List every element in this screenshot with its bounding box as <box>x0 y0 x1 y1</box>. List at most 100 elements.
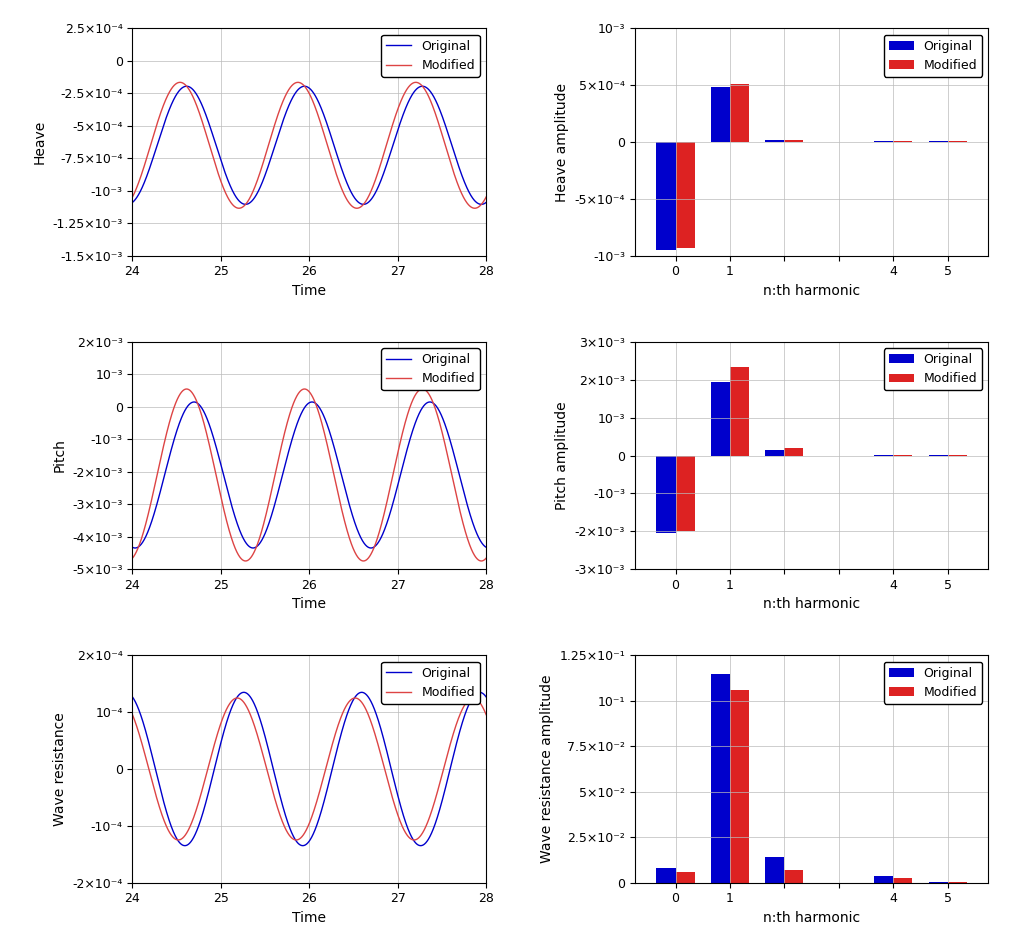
Original <box>480 542 492 553</box>
Legend: Original, Modified: Original, Modified <box>381 35 480 77</box>
Original <box>277 466 289 477</box>
Modified <box>277 818 289 829</box>
Original <box>187 84 200 96</box>
Original <box>126 691 139 702</box>
Bar <box>785 870 803 883</box>
Bar <box>785 140 803 142</box>
Original <box>167 96 179 107</box>
Bar <box>765 857 785 883</box>
Modified <box>174 77 186 88</box>
Bar <box>676 456 695 531</box>
Original <box>167 438 179 450</box>
Bar <box>676 872 695 883</box>
Original <box>187 831 200 843</box>
Modified <box>290 834 303 846</box>
Y-axis label: Heave: Heave <box>33 120 47 164</box>
Modified <box>262 500 274 512</box>
Modified <box>416 383 428 395</box>
Original <box>474 687 486 698</box>
Original <box>277 114 289 125</box>
Original <box>262 160 274 172</box>
X-axis label: Time: Time <box>292 284 326 298</box>
Bar <box>711 674 730 883</box>
Y-axis label: Pitch amplitude: Pitch amplitude <box>555 401 569 510</box>
Modified <box>167 82 179 93</box>
Bar <box>730 366 749 456</box>
Bar <box>894 878 912 883</box>
Line: Modified: Modified <box>132 698 486 840</box>
Modified <box>126 552 139 564</box>
Modified <box>233 202 246 214</box>
Line: Original: Original <box>132 86 486 204</box>
Modified <box>480 192 492 203</box>
Bar <box>656 868 676 883</box>
Line: Original: Original <box>132 402 486 548</box>
Y-axis label: Wave resistance amplitude: Wave resistance amplitude <box>540 675 553 864</box>
Original <box>306 397 318 408</box>
Modified <box>435 423 447 435</box>
Modified <box>480 552 492 564</box>
Modified <box>187 93 200 104</box>
Modified <box>475 555 487 567</box>
Bar <box>765 450 785 456</box>
Bar <box>730 84 749 142</box>
Modified <box>262 140 274 151</box>
Modified <box>277 432 289 443</box>
Original <box>126 542 139 553</box>
Original <box>435 108 447 120</box>
Modified <box>262 769 274 780</box>
Line: Modified: Modified <box>132 83 486 208</box>
Modified <box>187 390 200 401</box>
Y-axis label: Wave resistance: Wave resistance <box>53 712 67 826</box>
X-axis label: Time: Time <box>292 597 326 611</box>
Modified <box>167 831 179 843</box>
Line: Original: Original <box>132 693 486 846</box>
Legend: Original, Modified: Original, Modified <box>883 348 982 390</box>
Original <box>480 196 492 208</box>
Modified <box>350 693 362 704</box>
Modified <box>167 405 179 417</box>
X-axis label: Time: Time <box>292 911 326 925</box>
Original <box>480 691 492 702</box>
Bar <box>730 690 749 883</box>
Modified <box>474 697 486 708</box>
Y-axis label: Heave amplitude: Heave amplitude <box>555 83 569 201</box>
Bar <box>656 142 676 250</box>
Bar <box>785 448 803 456</box>
Original <box>365 542 377 553</box>
Original <box>474 533 486 545</box>
Legend: Original, Modified: Original, Modified <box>381 661 480 704</box>
Modified <box>126 192 139 203</box>
Line: Modified: Modified <box>132 389 486 561</box>
Bar <box>711 381 730 456</box>
Modified <box>277 94 289 105</box>
Original <box>416 81 428 92</box>
Original <box>237 687 250 698</box>
Bar <box>874 876 894 883</box>
Modified <box>435 126 447 138</box>
Original <box>277 804 289 815</box>
Original <box>435 410 447 421</box>
Bar <box>711 87 730 142</box>
Modified <box>187 811 200 823</box>
Modified <box>473 555 485 567</box>
Bar <box>765 140 785 142</box>
Original <box>167 825 179 836</box>
X-axis label: n:th harmonic: n:th harmonic <box>763 911 860 925</box>
Legend: Original, Modified: Original, Modified <box>883 35 982 77</box>
Bar <box>656 456 676 533</box>
Original <box>178 840 191 851</box>
Y-axis label: Pitch: Pitch <box>53 438 66 473</box>
X-axis label: n:th harmonic: n:th harmonic <box>763 284 860 298</box>
Original <box>126 196 139 208</box>
Legend: Original, Modified: Original, Modified <box>883 661 982 704</box>
Modified <box>474 200 486 212</box>
Bar <box>676 142 695 248</box>
Modified <box>480 709 492 720</box>
Original <box>475 198 487 210</box>
Modified <box>126 709 139 720</box>
Original <box>187 397 200 408</box>
Original <box>262 520 274 531</box>
Original <box>473 198 485 210</box>
Original <box>262 743 274 754</box>
